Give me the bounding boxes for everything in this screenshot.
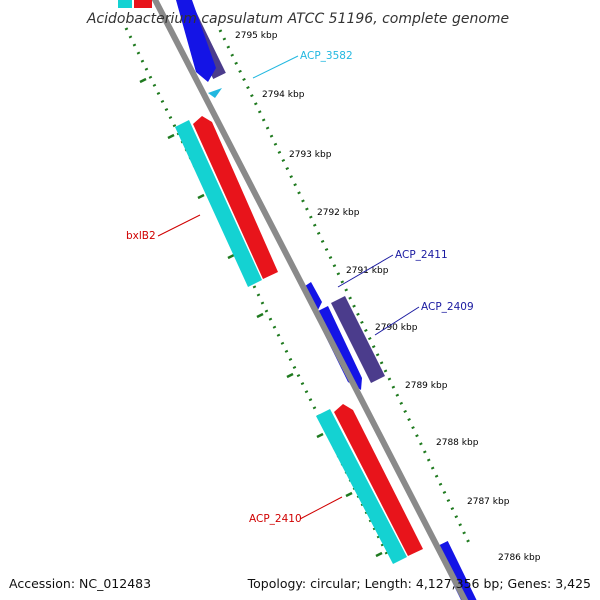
map-title: Acidobacterium capsulatum ATCC 51196, co… (86, 11, 509, 27)
outer-track-ticks (139, 77, 383, 558)
tick-label-2791: 2791 kbp (346, 266, 389, 276)
gene-label-ACP_2410[interactable]: ACP_2410 (249, 513, 302, 525)
forward-gene-top[interactable] (118, 0, 132, 8)
tick-label-2790: 2790 kbp (375, 323, 418, 333)
tick-label-2789: 2789 kbp (405, 381, 448, 391)
genome-summary: Topology: circular; Length: 4,127,356 bp… (247, 576, 591, 591)
reverse-gene-ACP_2409[interactable] (331, 296, 385, 383)
tick-label-2786: 2786 kbp (498, 553, 541, 563)
tick-label-2793: 2793 kbp (289, 150, 332, 160)
inner-dotted-track (218, 29, 472, 546)
forward-gene-ACP_2410[interactable] (316, 409, 407, 564)
gene-label-bxlB2[interactable]: bxlB2 (126, 230, 156, 242)
forward-cds-top[interactable] (134, 0, 152, 8)
forward-gene-bxlB2[interactable] (175, 120, 262, 287)
gene-label-ACP_2409[interactable]: ACP_2409 (421, 301, 474, 313)
genome-backbone (151, 0, 469, 600)
accession-label: Accession: NC_012483 (9, 576, 152, 591)
tick-label-2792: 2792 kbp (317, 208, 360, 218)
tick-label-2788: 2788 kbp (436, 438, 479, 448)
tick-label-2794: 2794 kbp (262, 90, 305, 100)
gene-label-ACP_3582[interactable]: ACP_3582 (300, 50, 353, 62)
reverse-cds-arrow-top[interactable] (176, 0, 216, 82)
cds-gene-ACP_2410[interactable] (334, 404, 423, 556)
gene-label-ACP_2411[interactable]: ACP_2411 (395, 249, 448, 261)
tick-label-2787: 2787 kbp (467, 497, 510, 507)
cds-gene-ACP_3582[interactable] (208, 88, 222, 98)
tick-label-2795: 2795 kbp (235, 31, 278, 41)
tick-labels: 2795 kbp 2794 kbp 2793 kbp 2792 kbp 2791… (235, 31, 541, 563)
cds-gene-bxlB2[interactable] (193, 116, 278, 279)
gene-label-leaders (157, 55, 420, 520)
